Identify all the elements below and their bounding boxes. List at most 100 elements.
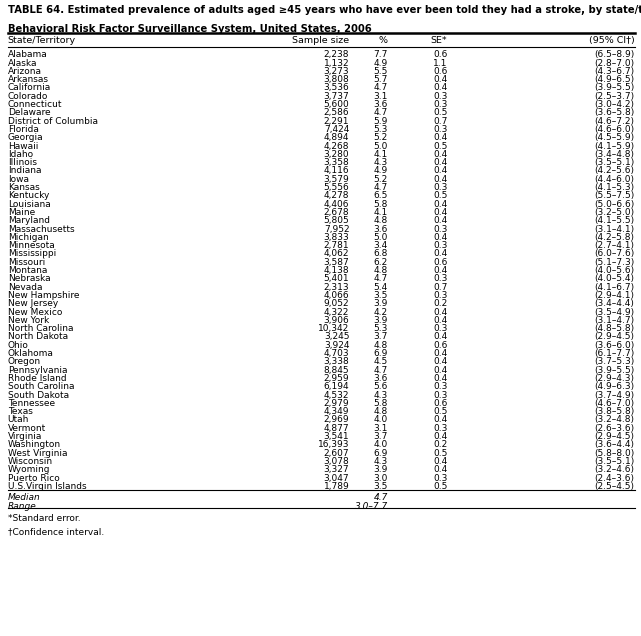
Text: (3.8–5.8): (3.8–5.8) (594, 407, 635, 416)
Text: 5.4: 5.4 (374, 282, 388, 292)
Text: Arizona: Arizona (8, 67, 42, 76)
Text: 5.2: 5.2 (374, 134, 388, 142)
Text: Range: Range (8, 502, 37, 511)
Text: Vermont: Vermont (8, 424, 46, 432)
Text: 0.4: 0.4 (433, 466, 447, 474)
Text: 0.4: 0.4 (433, 266, 447, 275)
Text: 5.7: 5.7 (374, 75, 388, 84)
Text: Maine: Maine (8, 208, 35, 217)
Text: 4.8: 4.8 (374, 216, 388, 225)
Text: 3,358: 3,358 (324, 158, 349, 167)
Text: (4.5–5.9): (4.5–5.9) (594, 134, 635, 142)
Text: 0.4: 0.4 (433, 415, 447, 424)
Text: (2.4–3.6): (2.4–3.6) (595, 474, 635, 483)
Text: (3.7–4.9): (3.7–4.9) (594, 391, 635, 399)
Text: U.S.Virgin Islands: U.S.Virgin Islands (8, 482, 87, 491)
Text: North Carolina: North Carolina (8, 324, 73, 333)
Text: 0.3: 0.3 (433, 324, 447, 333)
Text: 0.4: 0.4 (433, 349, 447, 358)
Text: (2.9–4.5): (2.9–4.5) (595, 432, 635, 441)
Text: Florida: Florida (8, 125, 38, 134)
Text: (3.2–5.0): (3.2–5.0) (594, 208, 635, 217)
Text: 4,138: 4,138 (324, 266, 349, 275)
Text: 0.4: 0.4 (433, 316, 447, 325)
Text: 3,906: 3,906 (324, 316, 349, 325)
Text: 3.5: 3.5 (374, 291, 388, 300)
Text: 5,401: 5,401 (324, 274, 349, 284)
Text: 6.2: 6.2 (374, 258, 388, 266)
Text: 8,845: 8,845 (324, 366, 349, 375)
Text: Nevada: Nevada (8, 282, 42, 292)
Text: New Jersey: New Jersey (8, 299, 58, 308)
Text: 0.4: 0.4 (433, 457, 447, 466)
Text: 4.7: 4.7 (374, 83, 388, 92)
Text: 5.5: 5.5 (374, 67, 388, 76)
Text: †Confidence interval.: †Confidence interval. (8, 527, 104, 536)
Text: 0.3: 0.3 (433, 92, 447, 100)
Text: 3.7: 3.7 (374, 333, 388, 342)
Text: 3,280: 3,280 (324, 150, 349, 159)
Text: 0.4: 0.4 (433, 374, 447, 383)
Text: 3,587: 3,587 (324, 258, 349, 266)
Text: 5.9: 5.9 (374, 116, 388, 126)
Text: 4.9: 4.9 (374, 167, 388, 176)
Text: 4.7: 4.7 (374, 183, 388, 192)
Text: (3.1–4.7): (3.1–4.7) (594, 316, 635, 325)
Text: 3.6: 3.6 (374, 100, 388, 109)
Text: %: % (379, 36, 388, 45)
Text: 3.9: 3.9 (374, 299, 388, 308)
Text: 5.3: 5.3 (374, 324, 388, 333)
Text: 3,338: 3,338 (324, 357, 349, 366)
Text: (2.9–4.1): (2.9–4.1) (595, 291, 635, 300)
Text: (2.6–3.6): (2.6–3.6) (594, 424, 635, 432)
Text: Georgia: Georgia (8, 134, 44, 142)
Text: (3.1–4.1): (3.1–4.1) (594, 225, 635, 233)
Text: Delaware: Delaware (8, 108, 50, 118)
Text: 4.5: 4.5 (374, 357, 388, 366)
Text: (2.5–4.5): (2.5–4.5) (595, 482, 635, 491)
Text: (3.2–4.6): (3.2–4.6) (595, 466, 635, 474)
Text: 4.0: 4.0 (374, 415, 388, 424)
Text: 0.5: 0.5 (433, 142, 447, 151)
Text: 2,678: 2,678 (324, 208, 349, 217)
Text: (4.3–6.7): (4.3–6.7) (594, 67, 635, 76)
Text: (5.1–7.3): (5.1–7.3) (594, 258, 635, 266)
Text: New Mexico: New Mexico (8, 308, 62, 317)
Text: 4.0: 4.0 (374, 440, 388, 450)
Text: (6.0–7.6): (6.0–7.6) (594, 249, 635, 258)
Text: (2.9–4.3): (2.9–4.3) (595, 374, 635, 383)
Text: Kentucky: Kentucky (8, 191, 49, 200)
Text: (2.7–4.1): (2.7–4.1) (595, 241, 635, 250)
Text: 5.6: 5.6 (374, 382, 388, 391)
Text: New Hampshire: New Hampshire (8, 291, 79, 300)
Text: 3.7: 3.7 (374, 432, 388, 441)
Text: 0.3: 0.3 (433, 125, 447, 134)
Text: State/Territory: State/Territory (8, 36, 76, 45)
Text: 5.0: 5.0 (374, 233, 388, 242)
Text: 0.4: 0.4 (433, 167, 447, 176)
Text: Washington: Washington (8, 440, 61, 450)
Text: 0.3: 0.3 (433, 241, 447, 250)
Text: 3,245: 3,245 (324, 333, 349, 342)
Text: 4.3: 4.3 (374, 158, 388, 167)
Text: 0.2: 0.2 (433, 299, 447, 308)
Text: 3.9: 3.9 (374, 316, 388, 325)
Text: Colorado: Colorado (8, 92, 48, 100)
Text: (3.4–4.8): (3.4–4.8) (595, 150, 635, 159)
Text: (4.0–5.6): (4.0–5.6) (594, 266, 635, 275)
Text: 7.7: 7.7 (374, 50, 388, 59)
Text: 4,877: 4,877 (324, 424, 349, 432)
Text: 0.3: 0.3 (433, 424, 447, 432)
Text: 0.5: 0.5 (433, 448, 447, 458)
Text: (4.0–5.4): (4.0–5.4) (595, 274, 635, 284)
Text: District of Columbia: District of Columbia (8, 116, 97, 126)
Text: Indiana: Indiana (8, 167, 41, 176)
Text: 4.8: 4.8 (374, 407, 388, 416)
Text: (3.2–4.8): (3.2–4.8) (595, 415, 635, 424)
Text: 6,194: 6,194 (324, 382, 349, 391)
Text: (4.6–6.0): (4.6–6.0) (594, 125, 635, 134)
Text: 2,969: 2,969 (324, 415, 349, 424)
Text: Pennsylvania: Pennsylvania (8, 366, 67, 375)
Text: 4,066: 4,066 (324, 291, 349, 300)
Text: Oklahoma: Oklahoma (8, 349, 54, 358)
